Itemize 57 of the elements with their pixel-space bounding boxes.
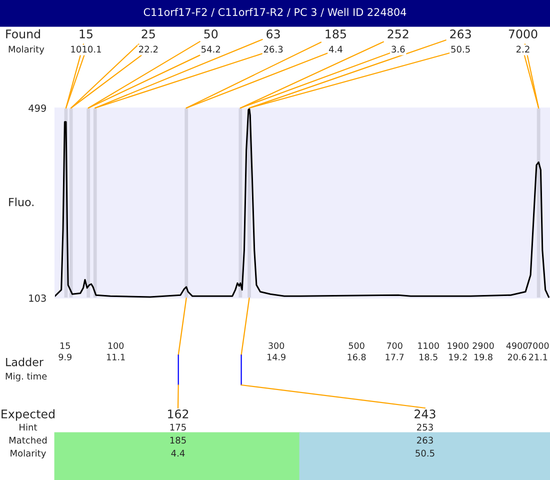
x-tick-label: 9.9 — [58, 354, 72, 360]
y-tick-label: 499 — [28, 104, 46, 112]
text: 243 — [414, 409, 436, 418]
text: 2900 — [472, 342, 494, 349]
text: 162 — [168, 409, 188, 418]
annotation: 2.2 — [516, 46, 530, 52]
text: 4900 — [506, 342, 528, 349]
text: 7000 — [528, 342, 549, 349]
text: 15 — [60, 342, 70, 349]
x-tick-label: 18.5 — [420, 354, 438, 360]
annotation: 50.5 — [451, 46, 470, 53]
x-tick-label: 14.9 — [268, 354, 286, 360]
y-tick-label: 103 — [29, 294, 46, 302]
text: Matched — [9, 436, 47, 444]
annotation: 22.2 — [139, 46, 158, 52]
text: Ladder — [6, 358, 44, 366]
annotation: 25 — [142, 29, 155, 38]
annotation: 1010.1 — [71, 46, 101, 53]
text: 185 — [170, 436, 186, 444]
annotation: 263 — [450, 29, 471, 38]
x-tick-label: 19.2 — [449, 354, 467, 360]
x-tick-label: 11.1 — [107, 354, 125, 360]
annotation: 26.3 — [264, 46, 283, 53]
annotation: 4.4 — [328, 46, 342, 52]
x-tick-label: 16.8 — [348, 354, 366, 360]
text: Found — [6, 29, 40, 38]
x-tick-label: 20.6 — [508, 354, 526, 360]
text: 1100 — [418, 342, 439, 349]
text: Mig. time — [6, 372, 47, 382]
annotation: 185 — [326, 29, 346, 38]
text: 1900 — [448, 342, 468, 349]
x-tick-label: 21.1 — [529, 354, 548, 360]
text: Expected — [2, 409, 54, 421]
text: Molarity — [10, 450, 46, 458]
text: 50.5 — [416, 450, 434, 457]
annotation: 252 — [388, 29, 408, 38]
text: 300 — [268, 342, 284, 349]
text: 500 — [348, 342, 364, 349]
text: 700 — [386, 342, 402, 349]
text: Hint — [20, 424, 38, 430]
text: Molarity — [8, 46, 44, 54]
text: 100 — [108, 342, 124, 349]
annotation: 7000 — [508, 29, 538, 38]
annotation: 54.2 — [202, 46, 220, 53]
annotation: 63 — [266, 29, 280, 38]
text: 253 — [417, 424, 433, 431]
text: 263 — [417, 436, 433, 444]
annotation: 50 — [204, 29, 218, 38]
line-series — [55, 108, 550, 298]
annotation: 3.6 — [392, 46, 405, 53]
y-axis-title: Fluo. — [9, 198, 34, 206]
x-tick-label: 19.8 — [474, 354, 492, 360]
x-tick-label: 17.7 — [386, 354, 404, 360]
annotation: 15 — [80, 30, 92, 38]
text: 175 — [170, 424, 186, 431]
text: 4.4 — [171, 450, 185, 456]
chart-title: C11orf17-F2 / C11orf17-R2 / PC 3 / Well ID 224804 — [144, 8, 406, 17]
